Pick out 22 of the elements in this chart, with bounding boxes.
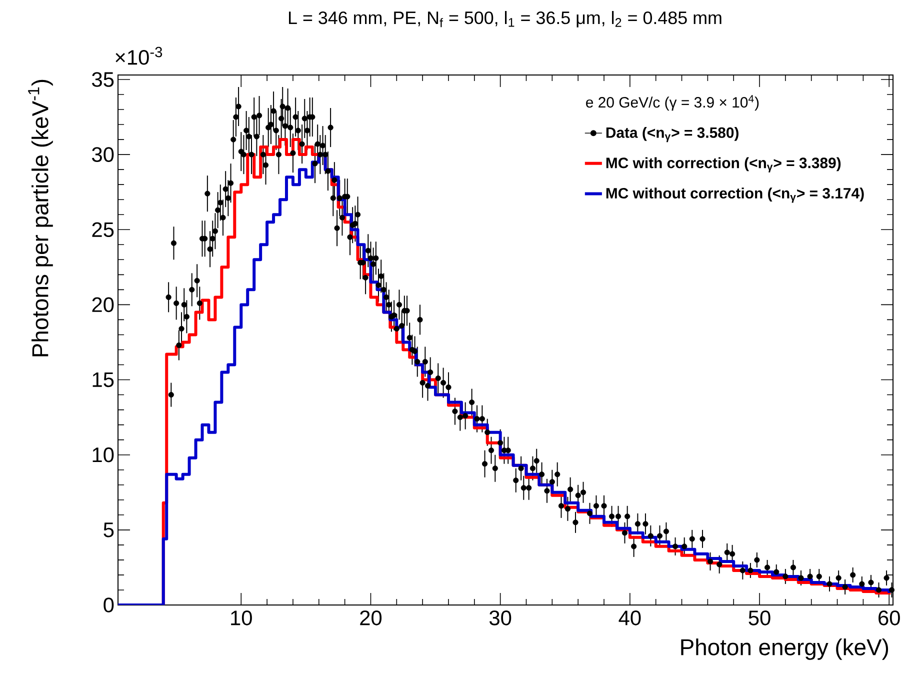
y-tick-label: 0 [104, 598, 114, 612]
y-tick-label: 30 [92, 147, 114, 162]
legend-label: MC with correction (<n$_{γ}$> = 3.389) [606, 157, 841, 172]
x-tick-label: 60 [878, 610, 900, 626]
y-tick-label: 20 [92, 297, 114, 312]
text: ×10$^{-3}$ [116, 46, 162, 65]
x-tick-label: 30 [489, 610, 512, 626]
y-tick-label: 15 [92, 372, 114, 388]
y-axis-title: Photons per particle (keV$^{-1}$) [28, 80, 53, 356]
legend-title: e 20 GeV/c (γ = 3.9 × 10$^{4}$) [586, 95, 759, 111]
y-tick-label: 35 [92, 72, 114, 87]
y-tick-label: 10 [92, 447, 114, 462]
x-tick-label: 50 [748, 610, 770, 626]
x-tick-label: 40 [618, 610, 641, 626]
y-tick-label: 5 [104, 522, 114, 538]
x-tick-label: 10 [231, 610, 252, 626]
y-tick-label: 25 [92, 222, 114, 238]
chart-title: L = 346 mm, PE, N$_{f}$ = 500, l$_{1}$ = 36.5 μm, l$_{2}$ = 0.485 mm [288, 10, 722, 28]
legend-label: MC without correction (<n$_{γ}$> = 3.174) [606, 188, 864, 203]
x-tick-label: 20 [360, 610, 382, 626]
legend-label: Data (<n$_{γ}$> = 3.580) [606, 126, 738, 142]
x-axis-title: Photon energy (keV) [681, 638, 888, 660]
